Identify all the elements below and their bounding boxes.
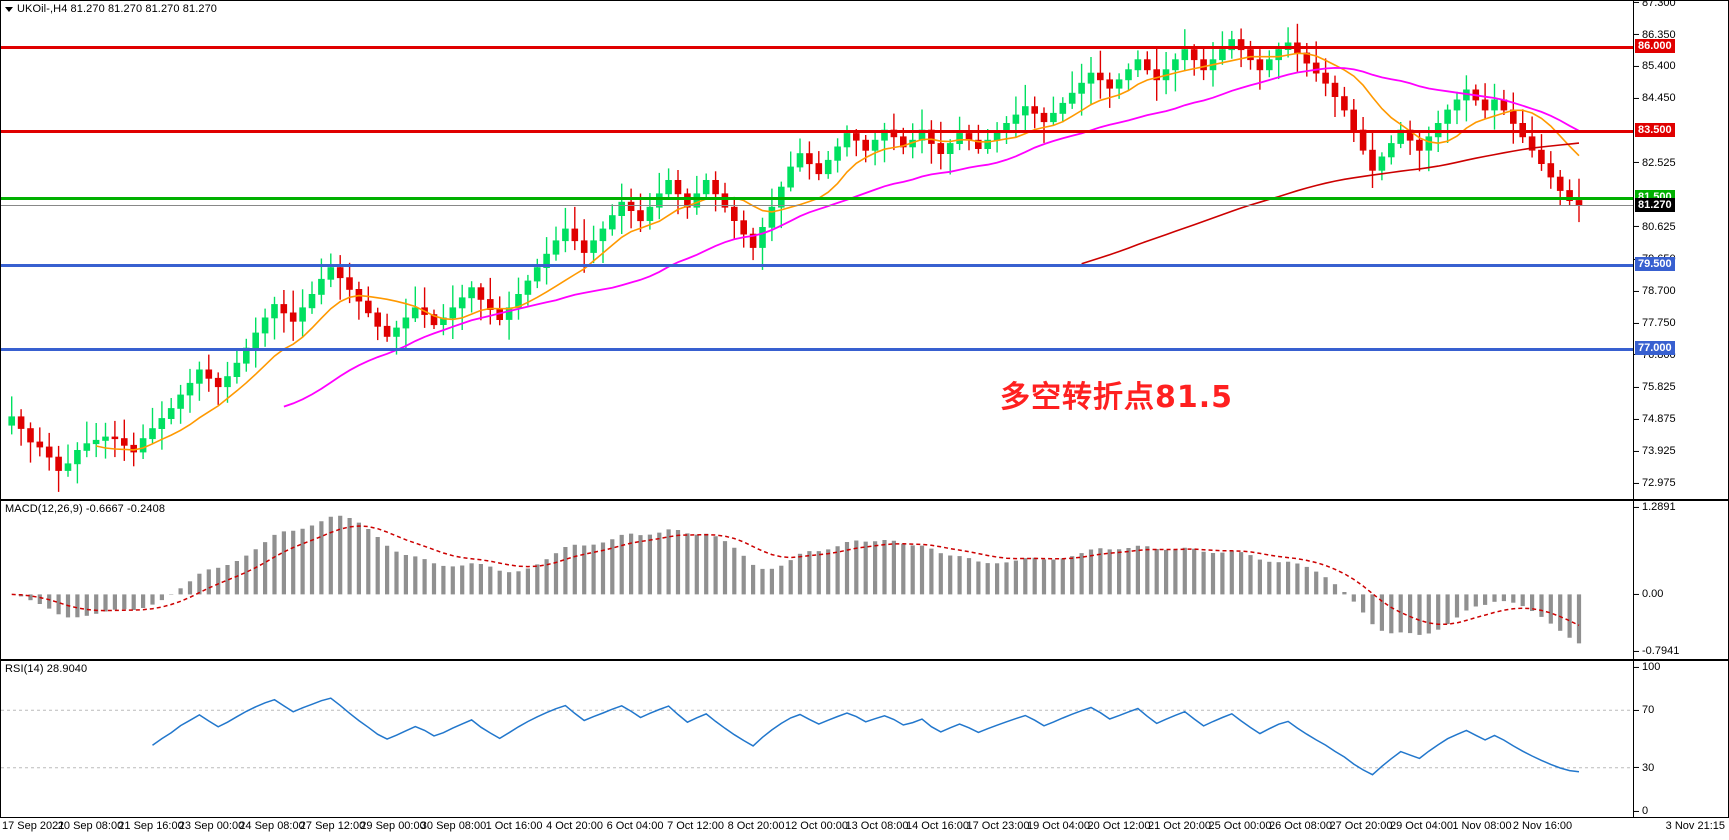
macd-label: MACD(12,26,9) -0.6667 -0.2408 (5, 503, 166, 515)
price-y-tick: 78.700 (1634, 285, 1676, 297)
price-level-tag: 86.000 (1635, 39, 1675, 54)
time-axis-label: 12 Oct 00:00 (785, 820, 848, 832)
time-axis-label: 19 Oct 04:00 (1027, 820, 1090, 832)
time-axis-label: 29 Oct 04:00 (1390, 820, 1453, 832)
macd-y-tick: -0.7941 (1634, 645, 1679, 657)
price-y-tick: 72.975 (1634, 477, 1676, 489)
price-level-line[interactable] (1, 197, 1633, 201)
time-axis[interactable]: 17 Sep 2021 20 Sep 08:00 21 Sep 16:00 23 Se… (0, 818, 1725, 840)
rsi-y-tick: 100 (1634, 661, 1660, 673)
time-axis-label: 7 Oct 12:00 (667, 820, 724, 832)
time-axis-label: 1 Nov 08:00 (1452, 820, 1512, 832)
rsi-label: RSI(14) 28.9040 (5, 663, 88, 675)
price-level-line[interactable] (1, 130, 1633, 134)
rsi-y-tick: 30 (1634, 762, 1654, 774)
rsi-series (1, 697, 1634, 776)
time-axis-label: 21 Sep 16:00 (118, 820, 184, 832)
price-level-tag: 83.500 (1635, 123, 1675, 138)
time-axis-label: 3 Nov 21:15 (1665, 820, 1725, 832)
price-level-tag: 81.270 (1635, 197, 1675, 212)
price-level-line[interactable] (1, 264, 1633, 268)
price-y-tick: 77.750 (1634, 317, 1676, 329)
macd-y-axis[interactable]: 1.2891 0.00 -0.7941 (1633, 501, 1729, 659)
time-axis-label: 20 Sep 08:00 (57, 820, 124, 832)
price-level-tag: 77.000 (1635, 341, 1675, 356)
rsi-y-axis[interactable]: 100 70 30 0 (1633, 661, 1729, 817)
price-level-tag: 79.500 (1635, 257, 1675, 272)
time-axis-label: 29 Sep 00:00 (360, 820, 426, 832)
price-level-line[interactable] (1, 348, 1633, 352)
price-y-tick: 87.300 (1634, 0, 1676, 9)
price-series (8, 23, 1583, 492)
price-y-tick: 80.625 (1634, 220, 1676, 233)
time-axis-label: 24 Sep 08:00 (239, 820, 305, 832)
time-axis-label: 21 Oct 20:00 (1148, 820, 1211, 832)
rsi-panel[interactable]: RSI(14) 28.9040 100 70 30 0 (0, 660, 1729, 818)
time-axis-label: 1 Oct 16:00 (485, 820, 543, 832)
price-y-tick: 82.525 (1634, 157, 1676, 169)
time-axis-label: 13 Oct 08:00 (845, 820, 909, 832)
time-axis-label: 17 Sep 2021 (2, 820, 65, 832)
time-axis-label: 27 Sep 12:00 (299, 820, 366, 832)
price-level-line[interactable] (1, 46, 1633, 50)
time-axis-label: 23 Sep 00:00 (178, 820, 245, 832)
rsi-y-tick: 0 (1634, 805, 1648, 817)
macd-series (11, 515, 1582, 644)
price-level-line[interactable] (1, 204, 1633, 206)
time-axis-label: 20 Oct 12:00 (1087, 820, 1151, 832)
time-axis-label: 2 Nov 16:00 (1512, 820, 1573, 832)
time-axis-label: 14 Oct 16:00 (906, 820, 969, 832)
price-chart-panel[interactable]: UKOil-,H4 81.270 81.270 81.270 81.270 86… (0, 0, 1729, 500)
time-axis-label: 25 Oct 00:00 (1208, 820, 1272, 832)
price-y-tick: 73.925 (1634, 445, 1676, 457)
rsi-y-tick: 70 (1634, 704, 1654, 716)
price-y-tick: 86.350 (1634, 28, 1676, 41)
time-axis-label: 27 Oct 20:00 (1329, 820, 1393, 832)
price-y-tick: 84.450 (1634, 92, 1676, 104)
time-axis-label: 6 Oct 04:00 (606, 820, 664, 832)
price-y-axis[interactable]: 87.30086.35085.40084.45082.52580.62579.6… (1633, 0, 1729, 499)
macd-y-tick: 1.2891 (1634, 501, 1676, 513)
price-y-tick: 74.875 (1634, 413, 1676, 425)
time-axis-label: 30 Sep 08:00 (420, 820, 487, 832)
chart-annotation: 多空转折点81.5 (1000, 380, 1234, 415)
macd-y-tick: 0.00 (1634, 588, 1663, 600)
time-axis-label: 17 Oct 23:00 (966, 820, 1030, 832)
time-axis-label: 26 Oct 08:00 (1269, 820, 1332, 832)
price-y-tick: 85.400 (1634, 60, 1676, 72)
symbol-title: UKOil-,H4 81.270 81.270 81.270 81.270 (5, 3, 217, 15)
price-y-tick: 75.825 (1634, 381, 1676, 394)
triangle-down-icon[interactable] (5, 6, 13, 12)
time-axis-label: 4 Oct 20:00 (546, 820, 603, 832)
time-axis-label: 8 Oct 20:00 (727, 820, 785, 832)
macd-panel[interactable]: MACD(12,26,9) -0.6667 -0.2408 1.2891 0.00… (0, 500, 1729, 660)
